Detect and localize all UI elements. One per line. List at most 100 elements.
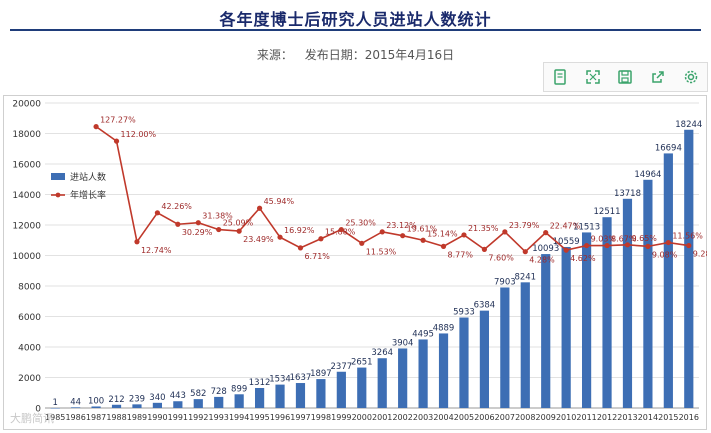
bar-value-label: 7903 — [494, 277, 516, 287]
growth-label: 42.26% — [161, 202, 192, 211]
y-tick-label: 20000 — [12, 100, 41, 110]
x-tick-label: 2005 — [454, 413, 474, 422]
view-button[interactable] — [548, 65, 572, 89]
growth-point — [400, 233, 406, 239]
save-icon — [618, 70, 633, 84]
growth-point — [256, 205, 263, 211]
growth-point — [277, 234, 283, 240]
bar — [71, 407, 81, 408]
x-tick-label: 2014 — [638, 413, 658, 422]
growth-point — [481, 246, 488, 252]
bar-value-label: 16694 — [655, 143, 682, 153]
bar — [357, 367, 367, 408]
bar-value-label: 10093 — [532, 244, 559, 254]
growth-point — [113, 138, 120, 144]
bar — [418, 339, 428, 408]
x-tick-label: 2010 — [556, 413, 576, 422]
x-tick-label: 1986 — [65, 413, 85, 422]
x-tick-label: 1989 — [127, 413, 147, 422]
bar-value-label: 443 — [170, 391, 186, 401]
x-tick-label: 2002 — [392, 413, 412, 422]
growth-label: 15.88% — [325, 228, 356, 237]
x-tick-label: 1991 — [168, 413, 188, 422]
growth-point — [665, 239, 671, 246]
bar-value-label: 44 — [70, 397, 81, 407]
x-tick-label: 2012 — [597, 413, 617, 422]
bar — [234, 394, 244, 408]
growth-point — [420, 237, 426, 243]
bar — [520, 282, 530, 408]
publish-date: 发布日期：2015年4月16日 — [304, 48, 455, 62]
growth-label: 30.29% — [182, 228, 213, 237]
fullscreen-button[interactable] — [581, 65, 605, 89]
growth-label: 9.08% — [652, 250, 678, 259]
x-tick-label: 2003 — [413, 413, 433, 422]
growth-label: 23.12% — [386, 221, 417, 230]
bar — [541, 254, 551, 408]
bar-value-label: 1 — [53, 398, 58, 408]
y-tick-label: 12000 — [12, 222, 41, 232]
bar-value-label: 2377 — [331, 362, 353, 372]
settings-button[interactable] — [679, 65, 703, 89]
bar — [91, 406, 101, 408]
x-tick-label: 2008 — [515, 413, 535, 422]
growth-point — [522, 249, 528, 255]
x-tick-label: 1995 — [249, 413, 269, 422]
legend-line-label: 年增长率 — [70, 189, 106, 201]
bar — [643, 179, 653, 408]
bar — [295, 383, 306, 408]
x-tick-label: 1990 — [147, 413, 167, 422]
x-tick-label: 1987 — [86, 413, 106, 422]
growth-label: 4.28% — [529, 256, 555, 265]
bar — [193, 399, 203, 408]
growth-point — [175, 221, 181, 227]
growth-label: 11.56% — [672, 232, 703, 241]
legend-bar-label: 进站人数 — [70, 171, 106, 183]
growth-label: 6.71% — [304, 252, 330, 261]
bar-value-label: 8241 — [514, 272, 536, 282]
growth-label: 4.62% — [570, 254, 596, 263]
bar — [111, 404, 122, 408]
y-tick-label: 4000 — [18, 344, 41, 354]
bar-value-label: 2651 — [351, 358, 373, 368]
growth-point — [461, 232, 467, 238]
x-tick-label: 1993 — [209, 413, 229, 422]
share-icon — [652, 71, 664, 83]
y-tick-label: 10000 — [12, 252, 41, 262]
bar-value-label: 728 — [211, 387, 227, 397]
x-tick-label: 2007 — [495, 413, 515, 422]
x-tick-label: 1992 — [188, 413, 208, 422]
growth-label: 112.00% — [121, 130, 157, 139]
growth-point — [543, 230, 549, 236]
x-tick-label: 2013 — [617, 413, 637, 422]
bar-value-label: 14964 — [634, 170, 661, 180]
bar — [459, 317, 469, 408]
chart-toolbar — [543, 62, 708, 92]
growth-point — [338, 226, 344, 233]
x-tick-label: 2011 — [576, 413, 596, 422]
growth-point — [93, 124, 99, 130]
share-button[interactable] — [646, 65, 670, 89]
growth-point — [604, 242, 610, 249]
legend-bar-swatch — [51, 173, 65, 180]
x-tick-label: 2016 — [679, 413, 699, 422]
bar-value-label: 3904 — [392, 338, 414, 348]
save-button[interactable] — [613, 65, 637, 89]
y-tick-label: 0 — [35, 405, 41, 415]
growth-label: 21.35% — [468, 224, 499, 233]
bar-value-label: 6384 — [474, 301, 496, 311]
bar — [684, 129, 694, 408]
bar-value-label: 4495 — [412, 329, 434, 339]
y-tick-label: 8000 — [18, 283, 41, 293]
growth-label: 12.74% — [141, 246, 172, 255]
growth-point — [440, 243, 447, 249]
growth-label: 15.14% — [427, 229, 458, 238]
bar — [275, 384, 285, 408]
growth-label: 19.61% — [407, 225, 438, 234]
bar-value-label: 1312 — [249, 378, 271, 388]
growth-point — [645, 243, 651, 249]
growth-label: 22.47% — [550, 222, 581, 231]
watermark-text: 大鹏简讯 — [10, 412, 54, 425]
bar — [336, 371, 346, 408]
bar — [500, 287, 510, 408]
